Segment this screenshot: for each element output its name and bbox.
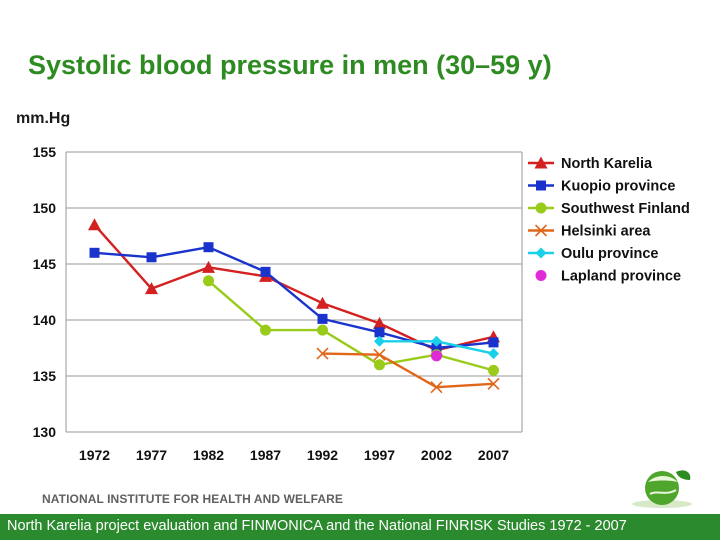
data-point-helsinki-area: [487, 377, 500, 390]
footer-bar: [0, 514, 720, 540]
blood-pressure-line-chart: 130 135 140 145 150 155 1972 1977 1982 1987 1992 19…: [33, 144, 690, 463]
legend-label-north-karelia: North Karelia: [561, 156, 653, 172]
data-point-north-karelia: [316, 296, 329, 309]
institute-name: NATIONAL INSTITUTE FOR HEALTH AND WELFAR…: [42, 492, 343, 506]
y-axis-unit-label: mm.Hg: [16, 110, 71, 127]
data-point-southwest-finland: [260, 324, 271, 336]
x-tick-label: 2007: [478, 447, 509, 463]
data-point-kuopio-province: [431, 343, 442, 353]
legend-label-oulu-province: Oulu province: [561, 246, 659, 262]
series-line-helsinki-area: [322, 352, 494, 389]
y-tick-label: 130: [33, 424, 57, 440]
page-title: Systolic blood pressure in men (30–59 y): [28, 50, 552, 80]
data-point-kuopio-province: [374, 327, 385, 338]
x-tick-label: 1982: [193, 447, 224, 463]
data-point-kuopio-province: [260, 266, 271, 277]
legend-label-kuopio-province: Kuopio province: [561, 179, 675, 195]
legend-marker-southwest-finland: [535, 202, 547, 214]
data-point-kuopio-province: [146, 252, 157, 263]
data-point-helsinki-area: [430, 381, 443, 394]
data-point-north-karelia: [88, 218, 101, 231]
data-point-southwest-finland: [374, 359, 385, 371]
y-tick-label: 140: [33, 312, 57, 328]
legend-marker-lapland-province: [535, 270, 547, 281]
green-leaf-globe-logo-icon: [632, 470, 692, 508]
data-point-southwest-finland: [203, 275, 214, 287]
data-point-southwest-finland: [317, 324, 328, 336]
data-point-oulu-province: [488, 348, 499, 360]
data-point-kuopio-province: [203, 242, 214, 253]
y-tick-label: 135: [33, 368, 57, 384]
footer-source-text: North Karelia project evaluation and FIN…: [7, 518, 627, 534]
x-tick-label: 2002: [421, 447, 452, 463]
y-tick-label: 155: [33, 144, 57, 160]
x-tick-label: 1997: [364, 447, 395, 463]
data-point-north-karelia: [373, 316, 386, 329]
legend-label-lapland-province: Lapland province: [561, 269, 681, 285]
data-point-helsinki-area: [316, 347, 329, 360]
data-point-north-karelia: [202, 260, 215, 273]
x-tick-label: 1987: [250, 447, 281, 463]
data-point-southwest-finland: [488, 364, 499, 376]
legend-label-helsinki-area: Helsinki area: [561, 224, 651, 240]
data-point-lapland-province: [431, 350, 442, 362]
x-tick-label: 1977: [136, 447, 167, 463]
series-line-kuopio-province: [94, 245, 494, 350]
data-point-kuopio-province: [89, 247, 100, 258]
legend-marker-helsinki-area: [534, 224, 548, 237]
y-tick-label: 145: [33, 256, 57, 272]
legend-marker-kuopio-province: [536, 180, 546, 191]
x-tick-label: 1972: [79, 447, 110, 463]
data-point-oulu-province: [374, 335, 385, 347]
legend-label-southwest-finland: Southwest Finland: [561, 201, 690, 217]
data-point-north-karelia: [145, 282, 158, 295]
y-tick-label: 150: [33, 200, 57, 216]
data-point-oulu-province: [431, 335, 442, 347]
data-point-kuopio-province: [317, 313, 328, 324]
legend-marker-oulu-province: [535, 247, 547, 259]
series-line-southwest-finland: [207, 279, 494, 372]
data-point-helsinki-area: [373, 348, 386, 361]
legend-marker-north-karelia: [534, 156, 548, 169]
data-point-kuopio-province: [488, 337, 499, 348]
x-tick-label: 1992: [307, 447, 338, 463]
